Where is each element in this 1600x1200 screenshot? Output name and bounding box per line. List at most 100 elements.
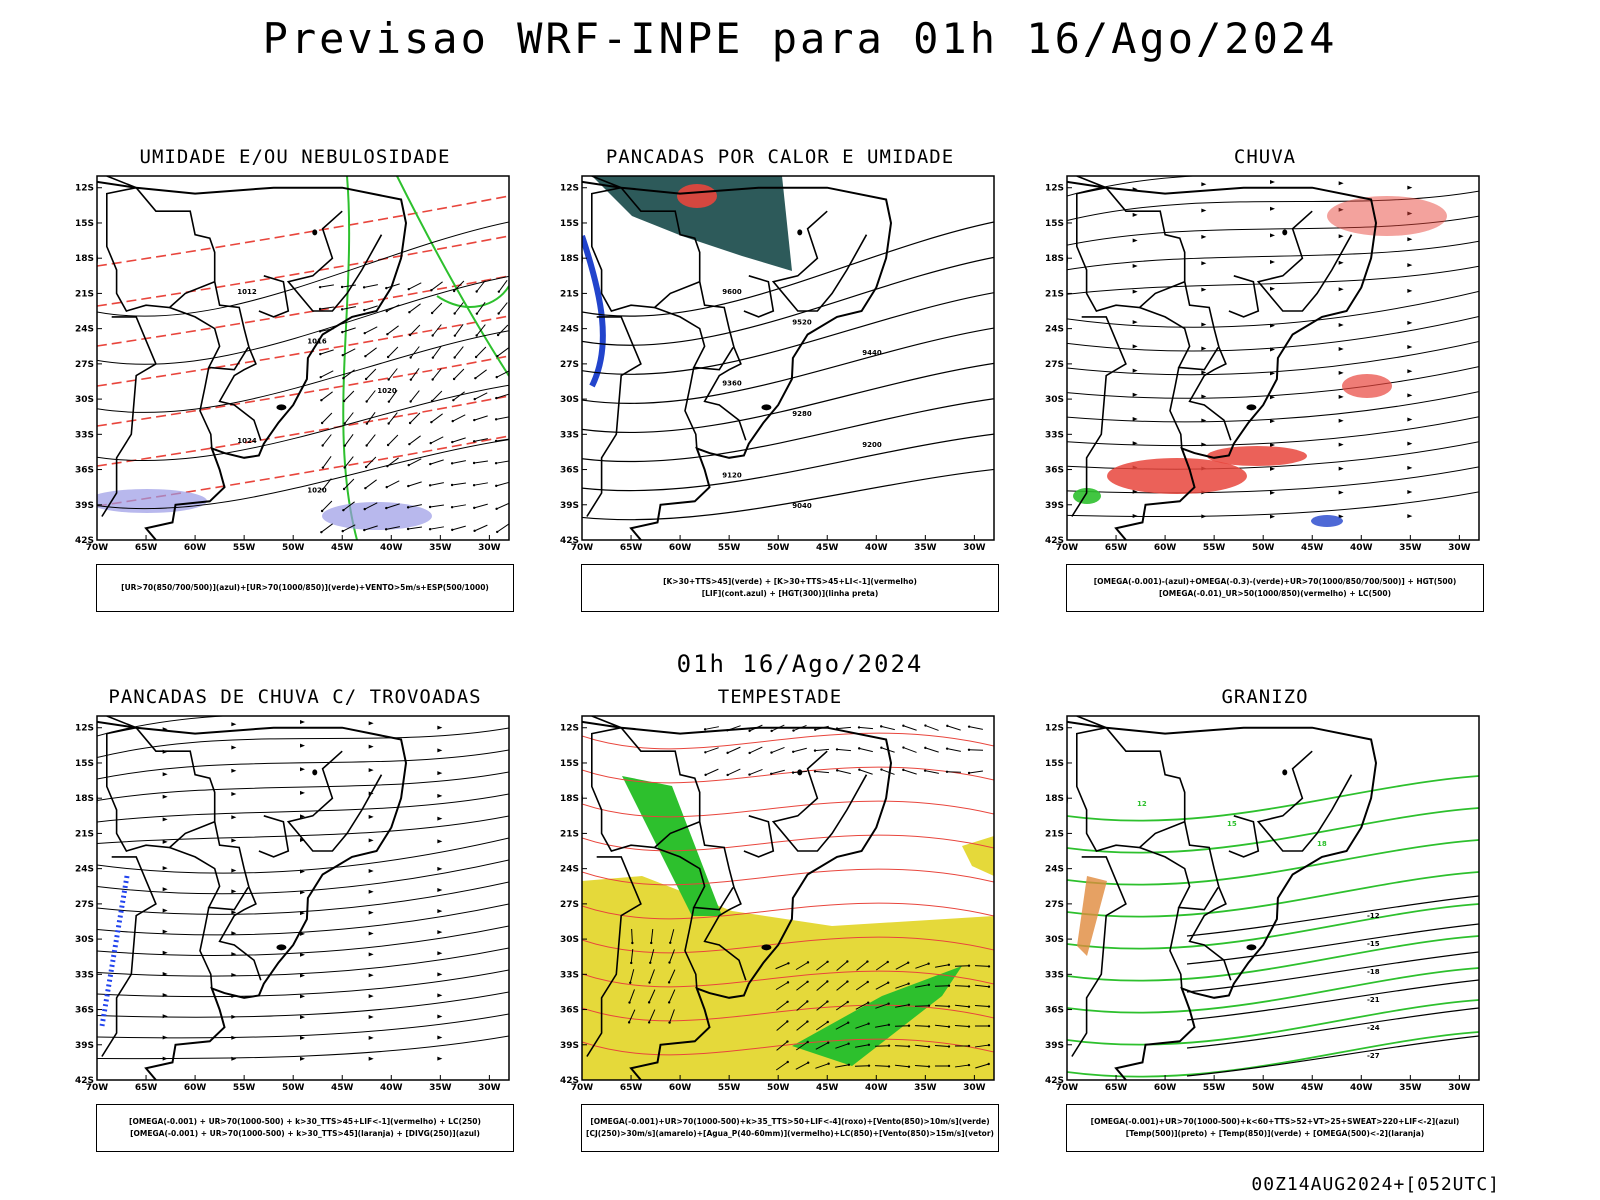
wind-vector [387, 434, 399, 446]
lon-tick-label: 45W [1301, 1083, 1324, 1093]
hgt-contour [582, 221, 994, 317]
wind-vector [855, 1002, 869, 1010]
wind-vector-head [473, 397, 476, 401]
streamline-arrow [1132, 489, 1138, 494]
streamline-arrow [231, 973, 237, 978]
wind-vector [835, 1022, 849, 1030]
map-layer: -12 -15 -18 -21 -24 -27 12 15 18 [1067, 716, 1479, 1080]
lon-tick-label: 70W [571, 543, 594, 553]
lon-tick-label: 35W [429, 543, 452, 553]
lon-tick-label: 65W [135, 543, 158, 553]
wind-vector-head [846, 1021, 850, 1024]
reservoir [312, 769, 318, 776]
wind-vector-head [947, 963, 951, 966]
lat-tick-label: 15S [1045, 759, 1064, 769]
wind-vector-head [363, 507, 366, 511]
wind-vector [903, 747, 917, 753]
wind-vector-head [409, 356, 412, 359]
contour-label: 15 [1227, 820, 1237, 828]
lat-tick-label: 36S [560, 466, 579, 476]
wind-vector-head [429, 441, 432, 445]
streamline-arrow [300, 1035, 305, 1040]
wind-vector-head [452, 289, 456, 293]
lon-tick-label: 35W [914, 1083, 937, 1093]
streamline-arrow [1270, 260, 1275, 265]
lat-tick-label: 42S [75, 536, 94, 546]
wind-vector-head [631, 941, 634, 945]
lon-tick-label: 65W [135, 1083, 158, 1093]
wind-vector [454, 302, 464, 314]
wind-vector-head [987, 1043, 991, 1047]
streamline-arrow [1338, 394, 1344, 399]
country-border [1139, 846, 1219, 911]
country-border [169, 846, 249, 911]
wind-vector-head [386, 443, 390, 447]
wind-vector [365, 347, 377, 357]
wind-vector-head [409, 378, 413, 381]
streamline-arrow [231, 1035, 237, 1040]
wind-vector-head [826, 980, 829, 983]
streamline-arrow [368, 838, 374, 843]
country-border [1228, 275, 1260, 318]
contour-label: 9360 [722, 380, 742, 388]
wind-vector-head [387, 378, 390, 381]
wind-vector-head [987, 1024, 991, 1028]
wind-vector-head [902, 768, 905, 772]
wind-vector-head [428, 505, 432, 509]
wind-vector-head [770, 729, 773, 733]
wind-vector-head [826, 960, 829, 963]
legend-line: [Temp(500)](preto) + [Temp(850)](verde) … [1125, 1129, 1425, 1138]
wind-vector [875, 961, 889, 971]
wind-vector-head [786, 1020, 789, 1023]
wind-vector [474, 392, 488, 400]
wind-vector [894, 1045, 910, 1047]
wind-vector [796, 981, 808, 991]
legend-line: [CJ(250)>30m/s](amarelo)+[Agua_P(40-60mm… [586, 1129, 994, 1138]
wind-vector-head [472, 461, 476, 465]
wind-vector [452, 460, 466, 464]
lat-tick-label: 42S [1045, 536, 1064, 546]
streamline [97, 1035, 509, 1060]
wind-vector-head [343, 422, 346, 425]
wind-vector-head [806, 1040, 809, 1044]
wind-vector [498, 280, 508, 292]
wind-vector [431, 390, 443, 402]
wind-vector-head [475, 290, 478, 293]
contour-label: 1012 [237, 288, 257, 296]
wind-vector-head [450, 462, 454, 465]
country-border [771, 210, 868, 312]
streamline-arrow [1201, 514, 1207, 519]
wind-vector-head [497, 312, 500, 315]
streamline-arrow [1270, 395, 1275, 400]
wind-vector [934, 1005, 950, 1007]
temp-850-contour [1067, 967, 1479, 1014]
streamline-arrow [1338, 370, 1344, 375]
wind-vector-head [945, 770, 949, 773]
wind-vector-head [365, 444, 368, 447]
wind-vector [915, 963, 929, 969]
lon-tick-label: 30W [963, 543, 986, 553]
wind-vector [474, 415, 488, 421]
streamline-arrow [1407, 345, 1413, 350]
streamline-arrow [1338, 323, 1344, 328]
streamline-arrow [1338, 418, 1344, 423]
wind-vector-head [648, 981, 651, 984]
contour-label: 9040 [792, 502, 812, 510]
lif-contour [582, 235, 606, 388]
streamline-arrow [437, 972, 443, 977]
country-border [1076, 176, 1232, 441]
streamline-arrow [368, 994, 374, 999]
lagoon [1246, 944, 1257, 951]
wind-vector [775, 1061, 789, 1071]
wind-vector-head [630, 961, 633, 965]
streamline-arrow [231, 815, 237, 820]
streamline-arrow [300, 890, 305, 895]
streamline-arrow [1270, 419, 1275, 424]
contour-label: 9600 [722, 288, 742, 296]
streamline-arrow [231, 1056, 237, 1061]
wind-vector [749, 768, 763, 776]
contour-label: 1024 [237, 437, 257, 445]
wind-vector-head [387, 400, 391, 403]
streamline [1067, 416, 1479, 447]
lat-tick-label: 12S [1045, 724, 1064, 734]
